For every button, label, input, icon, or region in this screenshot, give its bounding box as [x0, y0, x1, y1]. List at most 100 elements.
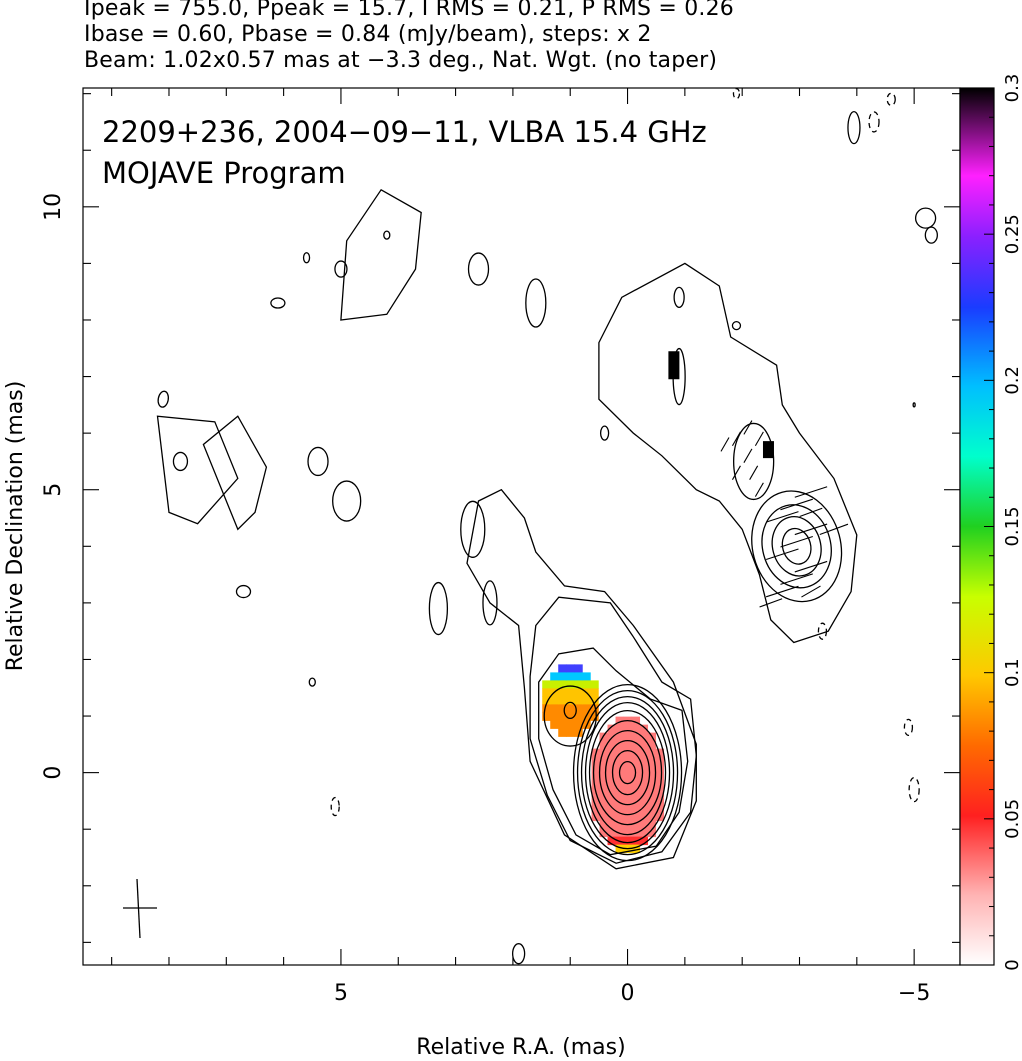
- pol-pixel: [631, 780, 641, 790]
- pol-pixel: [647, 812, 657, 822]
- pol-pixel: [591, 772, 601, 782]
- beam-cross: [123, 878, 157, 939]
- pol-pixel: [566, 680, 575, 689]
- pol-pixel: [623, 788, 633, 798]
- colorbar-tick-label: 0.15: [1002, 506, 1022, 546]
- pol-pixel: [574, 680, 583, 689]
- pol-pixel: [623, 836, 633, 846]
- contour: [511, 943, 526, 965]
- contour: [307, 446, 329, 477]
- pol-pixel: [639, 820, 649, 830]
- evpa-tick: [765, 511, 799, 523]
- contour: [732, 88, 741, 100]
- pol-pixel: [631, 788, 641, 798]
- contour: [428, 581, 449, 636]
- contour: [588, 709, 667, 836]
- pol-pixel: [623, 756, 633, 766]
- pol-pixel: [591, 812, 601, 822]
- pol-pixel: [607, 812, 617, 822]
- pol-pixel: [639, 724, 649, 734]
- evpa-tick: [765, 548, 799, 561]
- pol-pixel: [639, 828, 649, 838]
- x-tick-label: −5: [898, 981, 930, 1006]
- pol-pixel: [599, 796, 609, 806]
- pol-pixel: [607, 756, 617, 766]
- contour: [308, 677, 316, 687]
- contour: [771, 516, 822, 577]
- pol-pixel: [623, 828, 633, 838]
- pol-pixel: [566, 728, 575, 737]
- pol-pixel: [615, 804, 625, 814]
- pol-pixel: [599, 740, 609, 750]
- colorbar-tick-label: 0.2: [1002, 366, 1022, 395]
- pol-pixel: [566, 688, 575, 697]
- contour: [157, 390, 170, 408]
- colorbar-tick-label: 0.1: [1002, 658, 1022, 687]
- pol-pixel: [542, 712, 551, 721]
- pol-pixel: [639, 780, 649, 790]
- evpa-tick: [794, 560, 828, 573]
- evpa-tick: [780, 498, 813, 511]
- pol-pixel: [599, 732, 609, 742]
- contour: [673, 286, 685, 308]
- pol-pixel: [647, 756, 657, 766]
- plot-frame: [82, 87, 961, 966]
- pol-pixel: [623, 724, 633, 734]
- pol-pixel: [639, 748, 649, 758]
- evpa-tick: [754, 431, 764, 447]
- y-tick-label: 10: [41, 193, 66, 221]
- contour: [202, 415, 268, 531]
- pol-pixel: [599, 780, 609, 790]
- chart-subtitle: MOJAVE Program: [102, 156, 346, 190]
- pol-pixel: [615, 844, 625, 854]
- colorbar-tick-label: 0: [1002, 959, 1022, 970]
- pol-pixel: [623, 740, 633, 750]
- contour: [334, 260, 348, 278]
- pol-pixel: [599, 764, 609, 774]
- pol-pixel: [631, 764, 641, 774]
- pol-pixel: [655, 780, 665, 790]
- y-axis-label: Relative Declination (mas): [3, 381, 28, 672]
- pol-pixel: [631, 716, 641, 726]
- pol-pixel: [574, 664, 583, 673]
- pol-pixel: [615, 756, 625, 766]
- pol-pixel: [655, 788, 665, 798]
- pol-pixel: [566, 696, 575, 705]
- pol-pixel: [574, 728, 583, 737]
- evpa-tick: [819, 523, 849, 535]
- pol-pixel: [762, 441, 774, 459]
- pol-pixel: [591, 780, 601, 790]
- pol-pixel: [599, 828, 609, 838]
- pol-pixel: [558, 712, 567, 721]
- pol-pixel: [647, 796, 657, 806]
- contour: [482, 580, 498, 626]
- contour: [732, 422, 775, 501]
- contour: [847, 110, 861, 145]
- contour: [466, 488, 697, 870]
- pol-pixel: [639, 756, 649, 766]
- pol-pixel: [639, 740, 649, 750]
- contour: [868, 111, 880, 133]
- contour: [584, 701, 671, 844]
- pol-pixel: [582, 696, 591, 705]
- pol-pixel: [631, 844, 641, 854]
- pol-pixel: [647, 740, 657, 750]
- pol-pixel: [607, 788, 617, 798]
- pol-pixel: [615, 724, 625, 734]
- evpa-vectors: [720, 420, 849, 608]
- evpa-tick: [780, 573, 813, 585]
- contour: [598, 262, 858, 644]
- pol-pixel: [558, 696, 567, 705]
- pol-pixel: [542, 680, 551, 689]
- pol-pixel: [558, 680, 567, 689]
- pol-pixel: [574, 704, 583, 713]
- contour: [270, 297, 286, 309]
- contour: [731, 320, 742, 331]
- contour: [903, 718, 914, 737]
- pol-pixel: [631, 772, 641, 782]
- pol-pixel: [599, 748, 609, 758]
- pol-pixel: [639, 836, 649, 846]
- pol-pixel: [607, 780, 617, 790]
- contour: [563, 701, 577, 720]
- pol-pixel: [607, 796, 617, 806]
